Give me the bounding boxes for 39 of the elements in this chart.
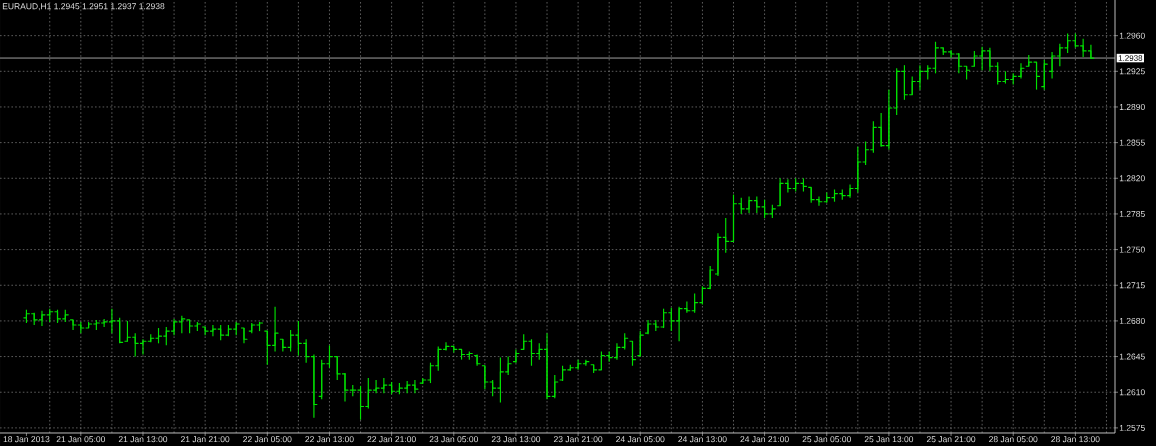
x-tick-label: 24 Jan 05:00 [616, 436, 665, 443]
y-tick-label: 1.2785 [1119, 210, 1145, 217]
x-tick-label: 23 Jan 21:00 [553, 436, 603, 443]
y-tick-label: 1.2890 [1119, 103, 1145, 110]
candlestick [116, 317, 124, 344]
x-tick-label: 18 Jan 2013 [3, 436, 50, 443]
x-tick-label: 23 Jan 05:00 [429, 436, 479, 443]
candlestick [628, 340, 637, 367]
candlestick [636, 330, 644, 358]
y-tick-label: 1.2645 [1119, 353, 1145, 360]
x-tick-label: 21 Jan 21:00 [180, 436, 230, 443]
x-tick-label: 25 Jan 21:00 [926, 436, 976, 443]
x-tick-label: 25 Jan 13:00 [864, 436, 914, 443]
y-tick-label: 1.2715 [1119, 282, 1145, 289]
y-tick-label: 1.2680 [1119, 317, 1145, 324]
ref-line-label: 1.2938 [1118, 55, 1143, 61]
x-tick-label: 21 Jan 13:00 [118, 436, 168, 443]
x-tick-label: 24 Jan 21:00 [740, 436, 789, 443]
candlestick [481, 365, 489, 390]
x-tick-label: 24 Jan 13:00 [678, 436, 727, 443]
x-tick-label: 23 Jan 13:00 [491, 436, 541, 443]
x-tick-label: 21 Jan 05:00 [56, 436, 106, 443]
y-tick-label: 1.2750 [1119, 246, 1145, 253]
y-tick-label: 1.2960 [1119, 32, 1145, 39]
candlestick [1040, 59, 1048, 91]
x-tick-label: 22 Jan 21:00 [367, 436, 416, 443]
candlestick [955, 52, 963, 74]
chart-title: EURAUD,H1 1.2945 1.2951 1.2937 1.2938 [2, 3, 165, 11]
y-tick-label: 1.2855 [1119, 139, 1145, 146]
y-tick-label: 1.2820 [1119, 175, 1145, 182]
x-tick-label: 28 Jan 05:00 [989, 436, 1038, 443]
x-tick-label: 28 Jan 13:00 [1051, 436, 1100, 443]
y-tick-label: 1.2925 [1119, 68, 1145, 75]
x-tick-label: 22 Jan 13:00 [305, 436, 354, 443]
x-tick-label: 22 Jan 05:00 [243, 436, 292, 443]
x-tick-label: 25 Jan 05:00 [802, 436, 851, 443]
y-tick-label: 1.2575 [1119, 424, 1145, 431]
y-tick-label: 1.2610 [1119, 389, 1145, 396]
candlestick [1033, 61, 1041, 91]
